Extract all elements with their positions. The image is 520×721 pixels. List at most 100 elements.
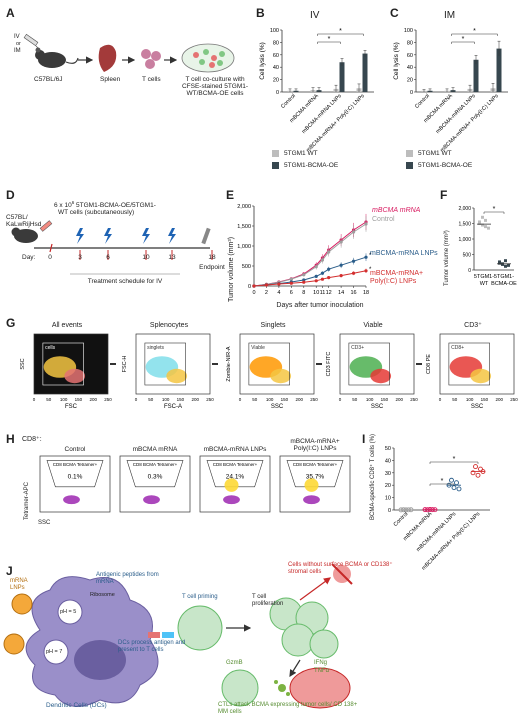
ytick-label-c: 20	[407, 78, 413, 84]
ytick-label-b: 20	[273, 78, 279, 84]
lnp-icon-2	[3, 633, 25, 655]
flow-gate	[248, 342, 290, 386]
flow-title-1: Splenocytes	[149, 322, 189, 329]
flow-tick: 100	[60, 397, 68, 402]
mouse-strain-d: C57BL/ KaLwRijHsd	[6, 214, 42, 229]
sig-bracket-c	[451, 41, 475, 44]
flow-population	[270, 368, 292, 384]
flow-tick: 100	[162, 397, 170, 402]
data-point-i	[456, 486, 462, 492]
flow-tick: 0	[135, 397, 138, 402]
data-point-f	[481, 223, 484, 227]
xtick-label-f: BCMA-OE	[491, 281, 517, 287]
ytick-label-f: 2,000	[458, 206, 471, 212]
sig-star-c: *	[473, 28, 476, 35]
coculture-label: T cell co-culture with CFSE-stained 5TGM…	[181, 76, 249, 98]
ytick-label-f: 1,500	[458, 222, 471, 228]
data-point-e	[351, 259, 356, 263]
xtick-label-f: WT	[480, 281, 489, 287]
flow-tick: 0	[239, 397, 242, 402]
flow-yaxis: Zombie-NIR-A	[226, 346, 232, 381]
data-point-e	[302, 280, 306, 284]
endpoint-label: Endpoint	[199, 264, 225, 271]
data-point-e	[351, 271, 356, 275]
flow-title-3: Viable	[363, 322, 383, 329]
data-point-i	[454, 480, 459, 486]
data-point-e	[339, 240, 343, 244]
tetramer-percent: 24.1%	[226, 473, 245, 480]
flow-tick: 50	[452, 397, 458, 402]
flow-population	[166, 368, 188, 384]
flow-tick: 150	[381, 397, 389, 402]
j-gzmb: GzmB	[226, 660, 243, 666]
legend-swatch-wt-b	[272, 150, 279, 157]
xtick-label-e: 4	[277, 290, 280, 296]
mouse-icon-d	[11, 227, 38, 243]
sig-star-f: *	[493, 206, 496, 213]
flow-tick: 200	[89, 397, 97, 402]
tetramer-title-0: Control	[64, 446, 86, 453]
sig-star-c: *	[462, 36, 465, 43]
flow-population	[470, 368, 492, 384]
tetramer-percent: 0.1%	[68, 473, 83, 480]
flow-tick: 250	[310, 397, 318, 402]
sig-bracket-c	[451, 33, 498, 36]
xtick-label-e: 12	[326, 290, 332, 296]
xtick-label-b: Control	[280, 93, 297, 110]
bar-b	[339, 62, 345, 92]
j-mrna-lnps: mRNA LNPs	[10, 578, 28, 591]
flow-tick: 150	[177, 397, 185, 402]
route-im-label: IM	[14, 48, 21, 54]
flow-tick: 50	[352, 397, 358, 402]
flow-xaxis: FSC-A	[164, 404, 182, 410]
flow-gate-label: singlets	[147, 345, 164, 351]
data-point-e	[339, 263, 343, 267]
data-point-f	[478, 222, 481, 225]
flow-tick: 200	[295, 397, 303, 402]
data-point-f	[484, 218, 487, 222]
day-13: 13	[168, 254, 176, 261]
ylabel-c: Cell lysis (%)	[393, 42, 400, 80]
ytick-label-b: 80	[273, 40, 279, 46]
ytick-label-b: 0	[276, 90, 279, 96]
bar-b	[362, 53, 368, 92]
treatment-schedule-label: Treatment schedule for IV	[87, 278, 163, 285]
panel-label-a: A	[6, 6, 15, 20]
flow-gate-label: CD3+	[351, 345, 364, 351]
legend-oe-c: 5TGM1-BCMA-OE	[418, 162, 473, 169]
flow-gate-label: Viable	[251, 345, 265, 351]
data-point-e	[302, 278, 306, 282]
panel-d-timeline	[11, 220, 213, 275]
j-t-cell-priming: T cell priming	[182, 594, 218, 600]
tetramer-gate	[206, 460, 264, 488]
legend-oe-b: 5TGM1-BCMA-OE	[284, 162, 339, 169]
e-legend-control: Control	[372, 216, 395, 223]
data-point-e	[314, 279, 318, 283]
flow-gate	[348, 342, 390, 386]
t-cells-label: T cells	[142, 76, 161, 83]
ytick-label-b: 100	[270, 28, 279, 34]
injection-label: 6 x 106 5TGM1-BCMA-OE/5TGM1-	[54, 200, 156, 210]
flow-gate	[42, 342, 84, 386]
tetramer-percent: 35.7%	[306, 473, 325, 480]
data-point-e	[339, 274, 343, 278]
naive-t-cell-icon	[177, 605, 223, 651]
e-legend-lnp: mBCMA-mRNA LNPs	[370, 250, 438, 257]
j-dc-process: DCs process antigen and present to T cel…	[118, 640, 186, 653]
panel-label-j: J	[6, 564, 13, 578]
legend-wt-c: 5TGM1 WT	[418, 150, 452, 157]
mouse-icon	[35, 47, 79, 68]
tetramer-percent: 0.3%	[148, 473, 163, 480]
panel-label-d: D	[6, 188, 15, 202]
ctl-attack-icon	[221, 667, 351, 709]
flow-tick: 100	[266, 397, 274, 402]
series-line-e	[253, 221, 367, 287]
flow-tick: 0	[33, 397, 36, 402]
data-point-i	[478, 466, 483, 472]
xtick-label-b: mBCMA-mRNA LNPs	[301, 93, 343, 135]
flow-tick: 250	[510, 397, 518, 402]
endosome-ph5-icon	[57, 599, 83, 625]
flow-tick: 150	[75, 397, 83, 402]
